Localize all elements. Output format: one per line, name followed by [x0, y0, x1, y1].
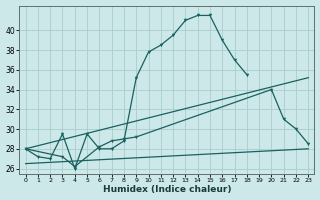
X-axis label: Humidex (Indice chaleur): Humidex (Indice chaleur): [103, 185, 231, 194]
